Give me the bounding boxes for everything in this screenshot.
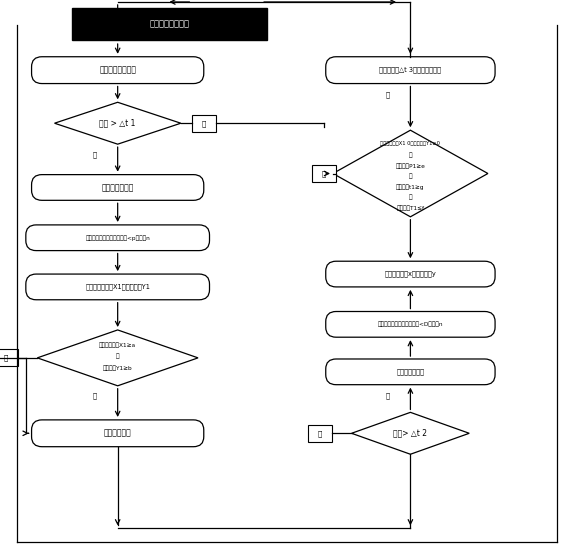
FancyBboxPatch shape bbox=[26, 225, 210, 250]
Polygon shape bbox=[55, 102, 181, 144]
Text: 是: 是 bbox=[93, 151, 96, 158]
Text: 或: 或 bbox=[409, 195, 412, 200]
Text: 图像采集与传输: 图像采集与传输 bbox=[102, 183, 134, 192]
Text: 启动除霜运行: 启动除霜运行 bbox=[104, 429, 131, 438]
FancyBboxPatch shape bbox=[32, 420, 204, 447]
Text: 是: 是 bbox=[386, 92, 389, 98]
Bar bbox=[192, 115, 216, 131]
Bar bbox=[0, 349, 18, 366]
FancyBboxPatch shape bbox=[26, 274, 210, 300]
Text: 计算结霜占比x与结霜厚度y: 计算结霜占比x与结霜厚度y bbox=[385, 271, 436, 277]
Text: 或: 或 bbox=[409, 152, 412, 158]
Text: 出水温度T1≤f: 出水温度T1≤f bbox=[397, 205, 424, 211]
FancyBboxPatch shape bbox=[326, 261, 495, 287]
Text: 否: 否 bbox=[322, 170, 327, 177]
Text: 制气压力P1≥e: 制气压力P1≥e bbox=[395, 163, 425, 169]
Text: 否: 否 bbox=[318, 430, 322, 437]
Text: 或: 或 bbox=[409, 173, 412, 179]
Text: 是: 是 bbox=[93, 392, 96, 399]
Text: 图像二值化分割，计算灰度<p的点数n: 图像二值化分割，计算灰度<p的点数n bbox=[86, 235, 150, 240]
Text: 图像关时刻调整器: 图像关时刻调整器 bbox=[149, 19, 189, 29]
Text: 结霜面积占比X1 0且结霜厚度Y1≥0: 结霜面积占比X1 0且结霜厚度Y1≥0 bbox=[381, 141, 440, 146]
Text: 间隔> △t 2: 间隔> △t 2 bbox=[393, 429, 428, 438]
Bar bbox=[308, 425, 332, 442]
Text: 图像二值化分割，计算灰度<D的点数n: 图像二值化分割，计算灰度<D的点数n bbox=[378, 321, 443, 327]
Polygon shape bbox=[333, 130, 488, 217]
Text: 否: 否 bbox=[201, 120, 206, 126]
Text: 图像采集与传输: 图像采集与传输 bbox=[397, 368, 424, 375]
Bar bbox=[312, 165, 336, 182]
Text: 到间隔超过△t 3后恢复制热运行: 到间隔超过△t 3后恢复制热运行 bbox=[379, 67, 441, 73]
Text: 结霜面积占比X1≥a: 结霜面积占比X1≥a bbox=[99, 343, 136, 348]
Text: 且: 且 bbox=[116, 353, 119, 359]
Text: 间隔 > △t 1: 间隔 > △t 1 bbox=[99, 119, 136, 127]
FancyBboxPatch shape bbox=[326, 359, 495, 385]
Text: 结霜厚度Y1≥b: 结霜厚度Y1≥b bbox=[103, 365, 133, 371]
Text: 图像关时刻调整器: 图像关时刻调整器 bbox=[99, 65, 136, 75]
Text: 是: 是 bbox=[386, 392, 389, 399]
Polygon shape bbox=[351, 413, 470, 454]
FancyBboxPatch shape bbox=[326, 311, 495, 337]
Polygon shape bbox=[37, 330, 198, 386]
Text: 否: 否 bbox=[3, 354, 8, 361]
FancyBboxPatch shape bbox=[32, 174, 204, 200]
Text: 化霜时间t1≥g: 化霜时间t1≥g bbox=[396, 184, 425, 190]
FancyBboxPatch shape bbox=[32, 56, 204, 83]
FancyBboxPatch shape bbox=[326, 56, 495, 83]
Bar bbox=[72, 8, 267, 40]
Text: 计算结霜面积比X1与结霜厚度Y1: 计算结霜面积比X1与结霜厚度Y1 bbox=[85, 283, 150, 290]
